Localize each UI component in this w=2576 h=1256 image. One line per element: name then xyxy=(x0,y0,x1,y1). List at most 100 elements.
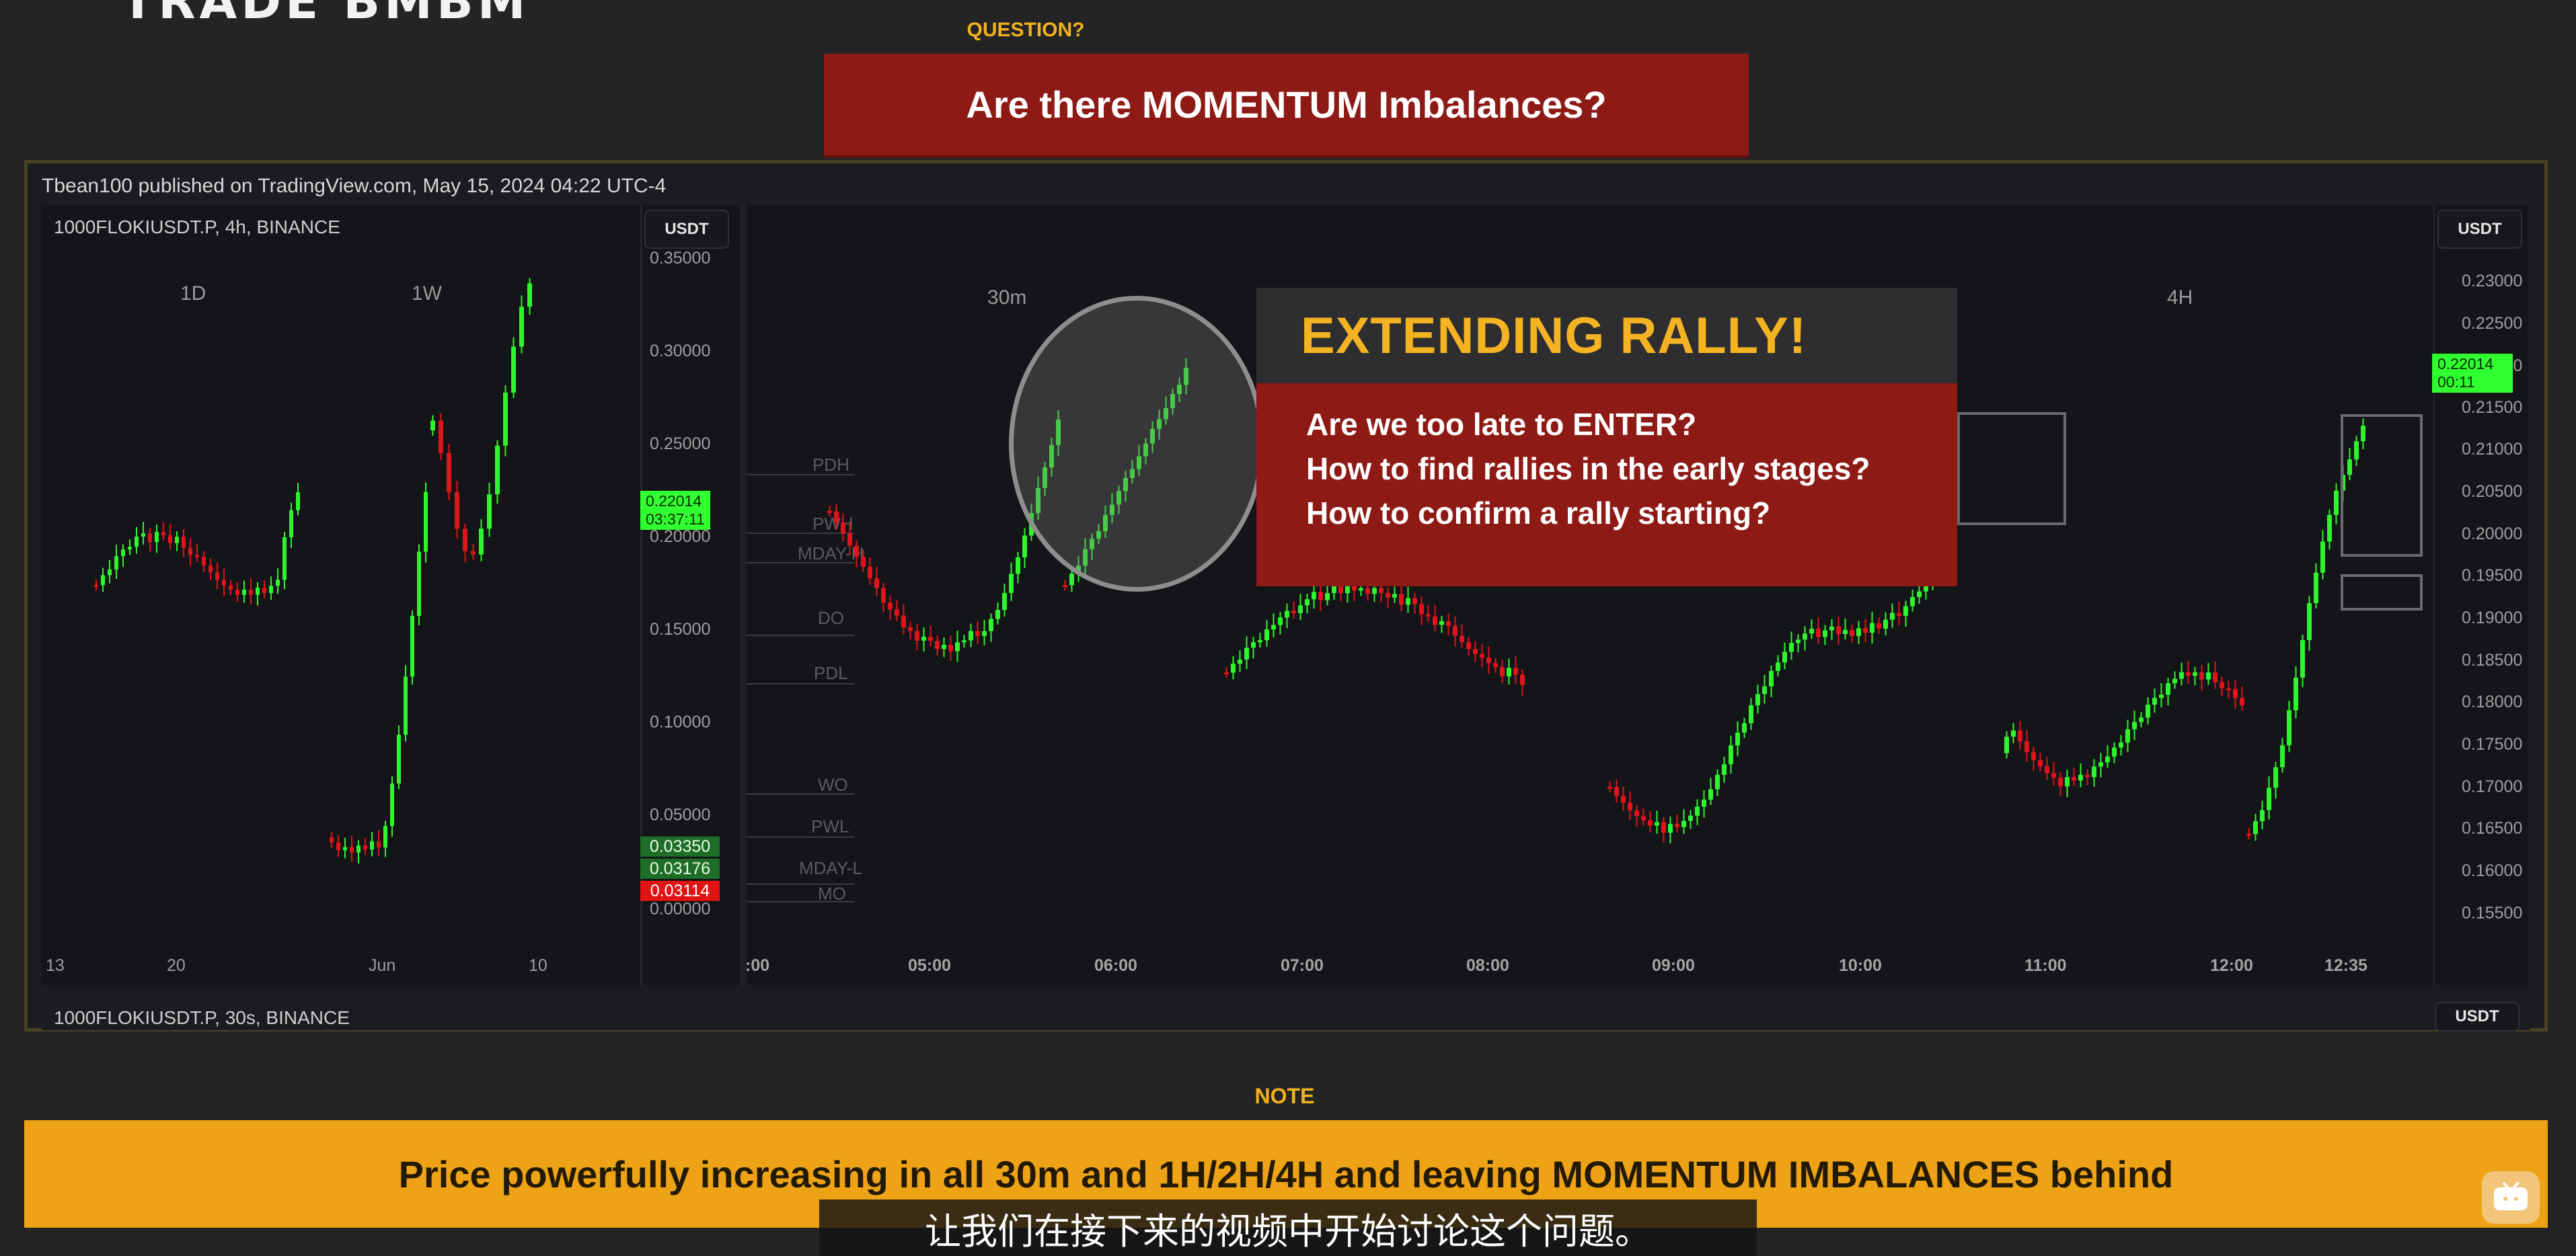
candle-body xyxy=(1655,822,1659,826)
candle-body xyxy=(1897,613,1901,616)
candle-body xyxy=(1803,633,1807,640)
brand-logo: TRADE BMBM xyxy=(121,0,530,30)
rally-title-box: EXTENDING RALLY! xyxy=(1256,288,1957,383)
candle-body xyxy=(410,615,414,677)
left-chart-pane[interactable] xyxy=(42,205,640,985)
candle-body xyxy=(1742,723,1747,733)
candle-body xyxy=(350,847,354,853)
candle-body xyxy=(262,588,266,593)
candle-body xyxy=(1318,592,1323,600)
main-x-tick: 05:00 xyxy=(908,956,951,975)
candle-body xyxy=(148,533,152,543)
question-text: Are there MOMENTUM Imbalances? xyxy=(966,83,1607,126)
price-badge: 0.03350 xyxy=(640,836,720,857)
right-y-tick: 0.20500 xyxy=(2462,482,2523,501)
imbalance-box xyxy=(2341,414,2423,557)
candle-body xyxy=(1433,616,1437,625)
candle-body xyxy=(1520,674,1525,685)
candle-body xyxy=(1271,625,1276,630)
candle-body xyxy=(1446,621,1451,626)
candle-body xyxy=(1009,574,1014,593)
candle-body xyxy=(1406,598,1410,605)
candle-body xyxy=(114,556,118,570)
candle-body xyxy=(289,510,293,538)
candle-body xyxy=(195,555,199,557)
candle-body xyxy=(215,572,219,580)
candle-body xyxy=(1352,582,1357,591)
candle-body xyxy=(1238,659,1242,664)
candle-body xyxy=(168,535,172,543)
candle-body xyxy=(989,619,993,631)
candle-body xyxy=(834,511,839,523)
candle-body xyxy=(439,420,443,453)
candle-body xyxy=(915,631,919,641)
candle-body xyxy=(1480,654,1484,658)
candle-body xyxy=(2320,541,2325,573)
candle-body xyxy=(982,631,987,636)
right-y-tick: 0.17000 xyxy=(2462,777,2523,796)
candle-body xyxy=(1439,621,1444,625)
tf-label-4h: 4H xyxy=(2167,286,2193,309)
note-text: Price powerfully increasing in all 30m a… xyxy=(398,1152,2174,1195)
published-caption: Tbean100 published on TradingView.com, M… xyxy=(42,175,667,197)
candle-body xyxy=(2112,747,2117,757)
candle-body xyxy=(447,453,451,493)
currency-button-left[interactable]: USDT xyxy=(644,210,729,249)
candle-body xyxy=(2038,760,2043,767)
candle-body xyxy=(1507,668,1511,677)
main-x-tick: :00 xyxy=(745,956,770,975)
right-y-tick: 0.16000 xyxy=(2462,861,2523,880)
highlight-circle xyxy=(1009,296,1264,592)
candle-body xyxy=(2018,730,2022,742)
candle-body xyxy=(2058,777,2063,787)
pane-divider[interactable] xyxy=(740,205,747,985)
right-price-axis[interactable] xyxy=(2433,205,2528,985)
candle-body xyxy=(363,845,367,850)
candle-body xyxy=(1486,658,1491,664)
candle-body xyxy=(222,580,226,586)
candle-body xyxy=(235,590,239,595)
level-label-mo: MO xyxy=(818,884,846,904)
candle-body xyxy=(2280,745,2285,768)
candle-body xyxy=(1661,822,1666,833)
candle-body xyxy=(955,642,960,652)
candle-body xyxy=(2354,441,2359,460)
candle-body xyxy=(995,610,1000,619)
candle-body xyxy=(2206,672,2211,680)
candle-body xyxy=(1883,619,1888,629)
right-y-tick: 0.18000 xyxy=(2462,693,2523,711)
rally-question: How to confirm a rally starting? xyxy=(1306,496,1771,531)
candle-body xyxy=(1332,586,1336,594)
candle-body xyxy=(1910,596,1915,606)
candle-body xyxy=(847,533,852,546)
candle-body xyxy=(377,841,381,848)
rally-question: Are we too late to ENTER? xyxy=(1306,407,1697,442)
candle-body xyxy=(108,570,112,576)
candle-body xyxy=(2146,704,2150,718)
candle-body xyxy=(1244,647,1249,660)
left-y-tick: 0.15000 xyxy=(650,620,711,639)
currency-button-right[interactable]: USDT xyxy=(2437,210,2522,249)
candle-body xyxy=(390,783,394,826)
note-label: NOTE xyxy=(1254,1084,1315,1108)
candle-body xyxy=(975,631,980,636)
secondary-currency-button[interactable]: USDT xyxy=(2435,1002,2520,1031)
left-countdown: 03:37:11 xyxy=(646,510,705,528)
candle-body xyxy=(1069,574,1074,586)
candle-body xyxy=(2267,787,2271,810)
candle-body xyxy=(1762,686,1767,695)
tv-play-icon[interactable] xyxy=(2482,1171,2540,1224)
candle-body xyxy=(202,556,206,566)
main-x-tick: 08:00 xyxy=(1466,956,1509,975)
candle-body xyxy=(1312,592,1316,600)
candle-body xyxy=(1870,623,1874,633)
candle-body xyxy=(2031,752,2036,760)
candle-body xyxy=(1823,630,1827,637)
candle-body xyxy=(1708,789,1713,800)
candle-body xyxy=(1365,588,1370,594)
candle-body xyxy=(2159,695,2164,698)
candle-body xyxy=(1466,642,1471,650)
candle-body xyxy=(94,585,98,587)
question-banner: Are there MOMENTUM Imbalances? xyxy=(824,54,1749,158)
candle-body xyxy=(2065,777,2070,787)
